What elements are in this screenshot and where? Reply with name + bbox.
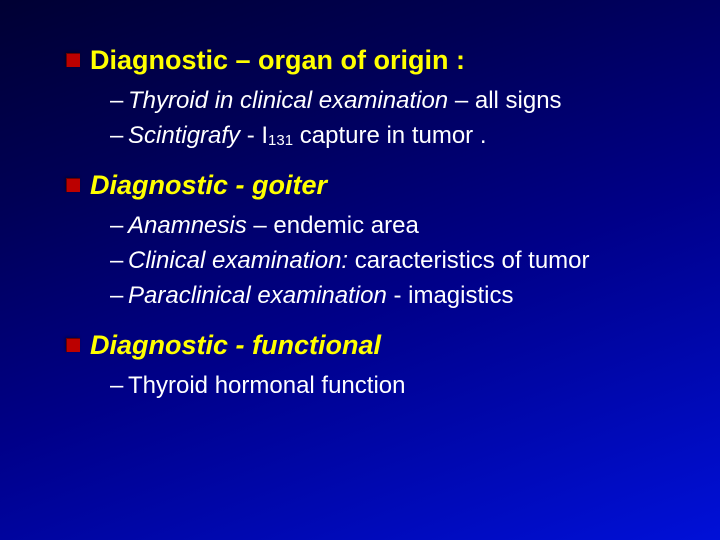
square-bullet-icon <box>66 338 80 352</box>
item-text: Thyroid in clinical examination <box>128 87 448 114</box>
dash-icon: – <box>110 369 128 404</box>
list-item: –Thyroid in clinical examination – all s… <box>110 84 690 119</box>
item-text: Scintigrafy <box>128 122 240 149</box>
slide: Diagnostic – organ of origin : –Thyroid … <box>0 0 720 540</box>
item-text: Anamnesis <box>128 212 247 239</box>
dash-icon: – <box>110 279 128 314</box>
section-heading-row: Diagnostic - goiter <box>66 169 690 203</box>
square-bullet-icon <box>66 53 80 67</box>
list-item: –Thyroid hormonal function <box>110 369 690 404</box>
list-item: –Clinical examination: caracteristics of… <box>110 244 690 279</box>
dash-icon: – <box>110 119 128 154</box>
list-item: –Paraclinical examination - imagistics <box>110 279 690 314</box>
item-text: Clinical examination: <box>128 247 348 274</box>
item-text: – endemic area <box>247 212 419 239</box>
item-text: capture in tumor . <box>293 122 486 149</box>
item-text: caracteristics of tumor <box>348 247 589 274</box>
item-text: – all signs <box>448 87 561 114</box>
dash-icon: – <box>110 84 128 119</box>
section-heading: Diagnostic - goiter <box>90 169 327 203</box>
section-items: –Thyroid hormonal function <box>110 369 690 404</box>
section-heading: Diagnostic – organ of origin : <box>90 44 465 78</box>
section-items: –Thyroid in clinical examination – all s… <box>110 84 690 154</box>
dash-icon: – <box>110 209 128 244</box>
list-item: –Anamnesis – endemic area <box>110 209 690 244</box>
item-text: - I <box>240 122 268 149</box>
list-item: –Scintigrafy - I131 capture in tumor . <box>110 119 690 154</box>
section-heading-row: Diagnostic – organ of origin : <box>66 44 690 78</box>
item-text: Thyroid hormonal function <box>128 372 405 399</box>
dash-icon: – <box>110 244 128 279</box>
section-heading-row: Diagnostic - functional <box>66 329 690 363</box>
subscript: 131 <box>268 132 293 149</box>
square-bullet-icon <box>66 178 80 192</box>
section-items: –Anamnesis – endemic area –Clinical exam… <box>110 209 690 313</box>
item-text: - imagistics <box>393 282 513 309</box>
section-heading: Diagnostic - functional <box>90 329 381 363</box>
item-text: Paraclinical examination <box>128 282 393 309</box>
